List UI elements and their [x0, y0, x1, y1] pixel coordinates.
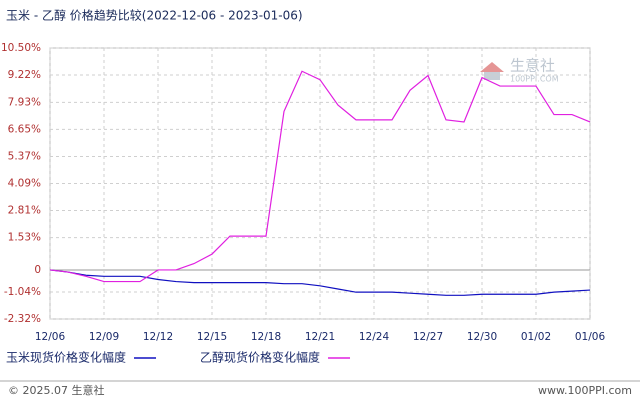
series-line	[49, 70, 591, 283]
footer-left: © 2025.07 生意社	[8, 383, 104, 397]
y-tick-label: 5.37%	[8, 150, 41, 162]
x-tick-label: 12/06	[35, 331, 66, 343]
x-tick-label: 01/02	[521, 331, 551, 343]
watermark-url: 100PPI.COM	[510, 75, 559, 84]
legend-label: 玉米现货价格变化幅度	[6, 350, 126, 365]
x-tick-label: 12/18	[251, 331, 281, 343]
series-line	[49, 269, 591, 296]
watermark-name: 生意社	[510, 57, 555, 75]
x-tick-label: 12/24	[359, 331, 390, 343]
chart-title: 玉米 - 乙醇 价格趋势比较(2022-12-06 - 2023-01-06)	[6, 8, 303, 23]
y-tick-label: 10.50%	[1, 42, 41, 54]
watermark-logo	[480, 62, 504, 72]
y-tick-label: -2.32%	[4, 313, 41, 325]
legend-label: 乙醇现货价格变化幅度	[200, 350, 320, 365]
y-tick-label: 2.81%	[8, 205, 41, 217]
x-tick-label: 12/15	[197, 331, 227, 343]
y-tick-label: 4.09%	[8, 178, 41, 190]
x-tick-label: 12/21	[305, 331, 335, 343]
y-tick-label: 9.22%	[8, 69, 41, 81]
footer-right: www.100PPI.com	[538, 384, 632, 397]
y-tick-label: 1.53%	[8, 232, 41, 244]
watermark-logo-base	[484, 72, 500, 80]
y-tick-label: 0	[34, 264, 41, 276]
y-tick-label: 6.65%	[8, 123, 41, 135]
watermark: 生意社 100PPI.COM	[480, 57, 559, 84]
x-tick-label: 01/06	[575, 331, 606, 343]
y-tick-label: 7.93%	[8, 96, 41, 108]
x-tick-label: 12/30	[467, 331, 497, 343]
x-tick-label: 12/09	[89, 331, 119, 343]
x-tick-label: 12/27	[413, 331, 443, 343]
x-tick-label: 12/12	[143, 331, 173, 343]
y-tick-label: -1.04%	[4, 286, 41, 298]
